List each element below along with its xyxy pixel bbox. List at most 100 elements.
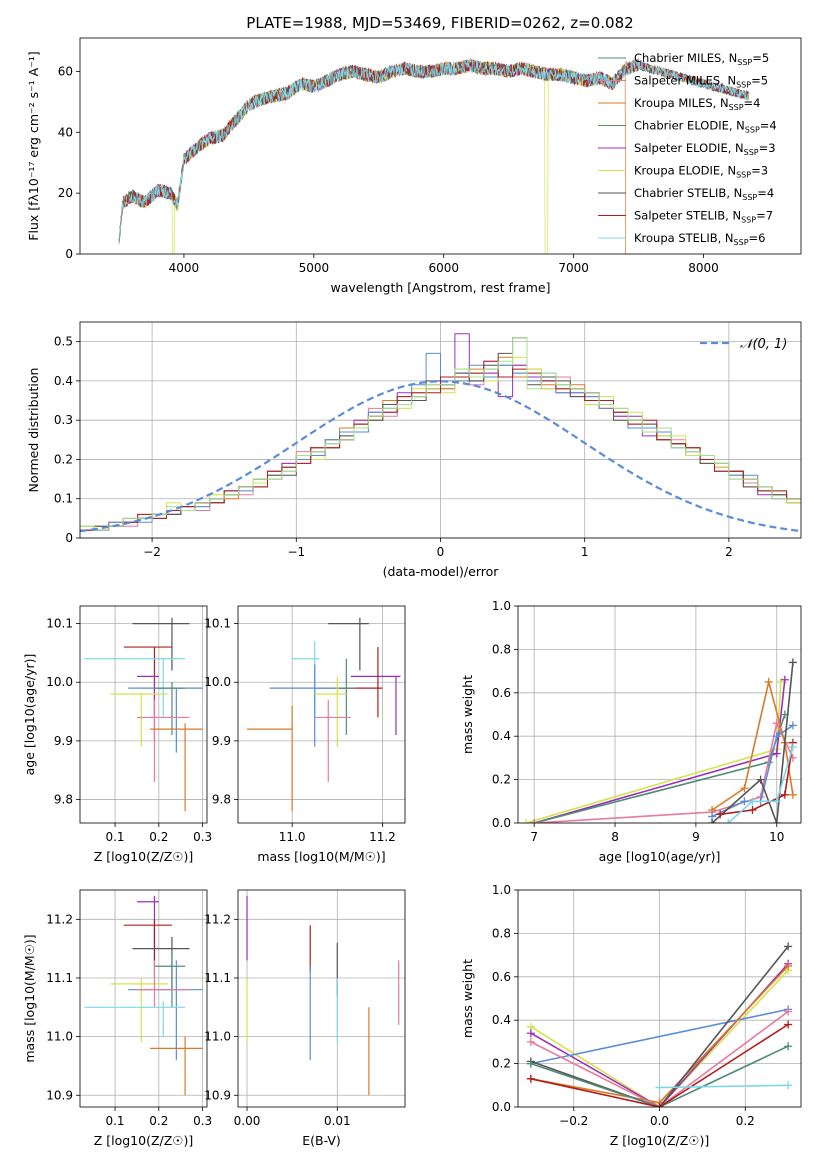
weight-point-marker (784, 1042, 793, 1051)
errorbar-point (154, 682, 186, 736)
errorbar-point (350, 675, 401, 736)
errorbar-point (136, 699, 190, 782)
spectrum-series-line (118, 59, 749, 244)
x-tick-label: 0.0 (650, 1114, 669, 1128)
axes-frame (517, 605, 802, 824)
plot-area (84, 617, 203, 812)
x-tick-label: 4000 (169, 261, 200, 275)
legend-label-end: =7 (756, 209, 773, 223)
y-tick-label: 0.2 (492, 1057, 511, 1071)
x-tick-label: 7 (530, 830, 538, 844)
weight-point-marker (655, 1103, 664, 1107)
spectrum-series-line (118, 59, 750, 245)
y-tick-label: 0.4 (492, 729, 511, 743)
errorbar-point (110, 693, 168, 747)
y-axis-label: Normed distribution (26, 368, 41, 493)
weight-point-marker (756, 775, 765, 784)
chart-mass-vs-Z: 0.1 0.2 0.3 10.9 11.0 11.1 11.2 Z [log10(Z/Z☉)]… (22, 889, 212, 1148)
x-tick-label: 9 (692, 830, 700, 844)
legend-subscript: SSP (737, 58, 752, 67)
y-tick-label: 10.0 (204, 675, 231, 689)
chart-age-vs-Z: 0.1 0.2 0.3 9.8 9.9 10.0 10.1 Z [log10(Z/Z☉)] ag… (22, 605, 212, 864)
legend-label-end: =5 (751, 74, 768, 88)
legend-label-end: =4 (760, 119, 777, 133)
errorbar-point (150, 723, 203, 812)
chart-residuals: −2 −1 0 1 2 0 0.1 0.2 0.3 0.4 0.5 (data-model)/erro… (26, 321, 802, 579)
x-tick-label: 0 (437, 545, 445, 559)
legend-label-end: =3 (751, 164, 768, 178)
errorbar-point (128, 687, 203, 753)
axes-frame (79, 889, 208, 1108)
legend-label: Salpeter MILES, N (634, 74, 736, 88)
legend-entry: Chabrier MILES, NSSP=5 (634, 51, 769, 67)
errorbar-point (247, 705, 293, 812)
weight-point-marker (772, 749, 781, 758)
errorbar-point (154, 954, 186, 1008)
x-tick-label: 0.2 (736, 1114, 755, 1128)
legend-label-end: =6 (749, 231, 766, 245)
chart-weight-vs-Z: −0.2 0.0 0.2 0.0 0.2 0.4 0.6 0.8 1.0 Z [log10(Z/Z… (460, 883, 802, 1148)
weight-series-line (530, 1008, 789, 1065)
legend-subscript: SSP (745, 126, 760, 135)
legend-label-end: =4 (757, 186, 774, 200)
y-tick-label: 11.2 (46, 912, 73, 926)
x-tick-label: 10 (769, 830, 784, 844)
legend-subscript: SSP (736, 81, 751, 90)
x-tick-label: 5000 (299, 261, 330, 275)
chart-age-vs-mass: 11.0 11.2 9.8 9.9 10.0 10.1 mass [log10(M/M☉)] (204, 605, 406, 864)
x-tick-label: 0.01 (324, 1114, 351, 1128)
errorbar-point (328, 617, 369, 671)
y-tick-label: 0.4 (54, 374, 73, 388)
x-axis-label: mass [log10(M/M☉)] (257, 849, 385, 864)
weight-point-marker (724, 819, 733, 823)
y-axis-label: mass weight (460, 675, 475, 754)
axes-frame (79, 605, 208, 824)
errorbar-point (314, 658, 356, 736)
weight-series-line (530, 1023, 789, 1107)
weight-point-marker (784, 1020, 793, 1029)
y-tick-label: 0.0 (492, 816, 511, 830)
errorbar-point (136, 895, 159, 961)
x-tick-label: 0.1 (105, 830, 124, 844)
y-tick-label: 40 (58, 125, 73, 139)
weight-series-line (530, 969, 789, 1107)
x-axis-label: wavelength [Angstrom, rest frame] (330, 280, 550, 295)
weight-point-marker (708, 819, 717, 823)
y-tick-label: 0 (65, 247, 73, 261)
normal-reference-curve (80, 380, 801, 533)
axes-frame (79, 37, 802, 255)
y-tick-label: 10.1 (46, 617, 73, 631)
spectrum-series-line (118, 59, 750, 254)
y-axis-label: mass [log10(M/M☉)] (22, 934, 37, 1062)
legend-label: Salpeter ELODIE, N (634, 141, 744, 155)
x-tick-label: −0.2 (559, 1114, 588, 1128)
errorbar-point (150, 1036, 203, 1096)
x-tick-label: 0.3 (193, 1114, 212, 1128)
weight-point-marker (740, 784, 749, 793)
y-tick-label: 0.2 (54, 452, 73, 466)
x-tick-label: 0.2 (149, 830, 168, 844)
y-tick-label: 20 (58, 186, 73, 200)
errorbar-point (110, 977, 168, 1043)
weight-point-marker (526, 1029, 535, 1038)
legend-entry: Chabrier ELODIE, NSSP=4 (634, 119, 777, 135)
y-tick-label: 11.2 (204, 912, 231, 926)
legend-entry: Kroupa STELIB, NSSP=6 (634, 231, 765, 247)
legend-entry: Salpeter ELODIE, NSSP=3 (634, 141, 776, 157)
legend-label: Chabrier STELIB, N (634, 186, 742, 200)
y-tick-label: 0.8 (492, 642, 511, 656)
weight-point-marker (788, 790, 797, 799)
x-tick-label: 8 (611, 830, 619, 844)
legend-label: Kroupa MILES, N (634, 96, 729, 110)
errorbar-point (84, 1001, 186, 1037)
errorbar-point (269, 664, 333, 747)
weight-point-marker (655, 1083, 664, 1092)
y-tick-label: 10.9 (46, 1088, 73, 1102)
weight-point-marker (788, 658, 797, 667)
weight-point-marker (788, 721, 797, 730)
x-axis-label: Z [log10(Z/Z☉)] (94, 849, 194, 864)
weight-series-line (534, 720, 794, 823)
y-axis-label: mass weight (460, 959, 475, 1038)
errorbar-point (314, 676, 347, 747)
